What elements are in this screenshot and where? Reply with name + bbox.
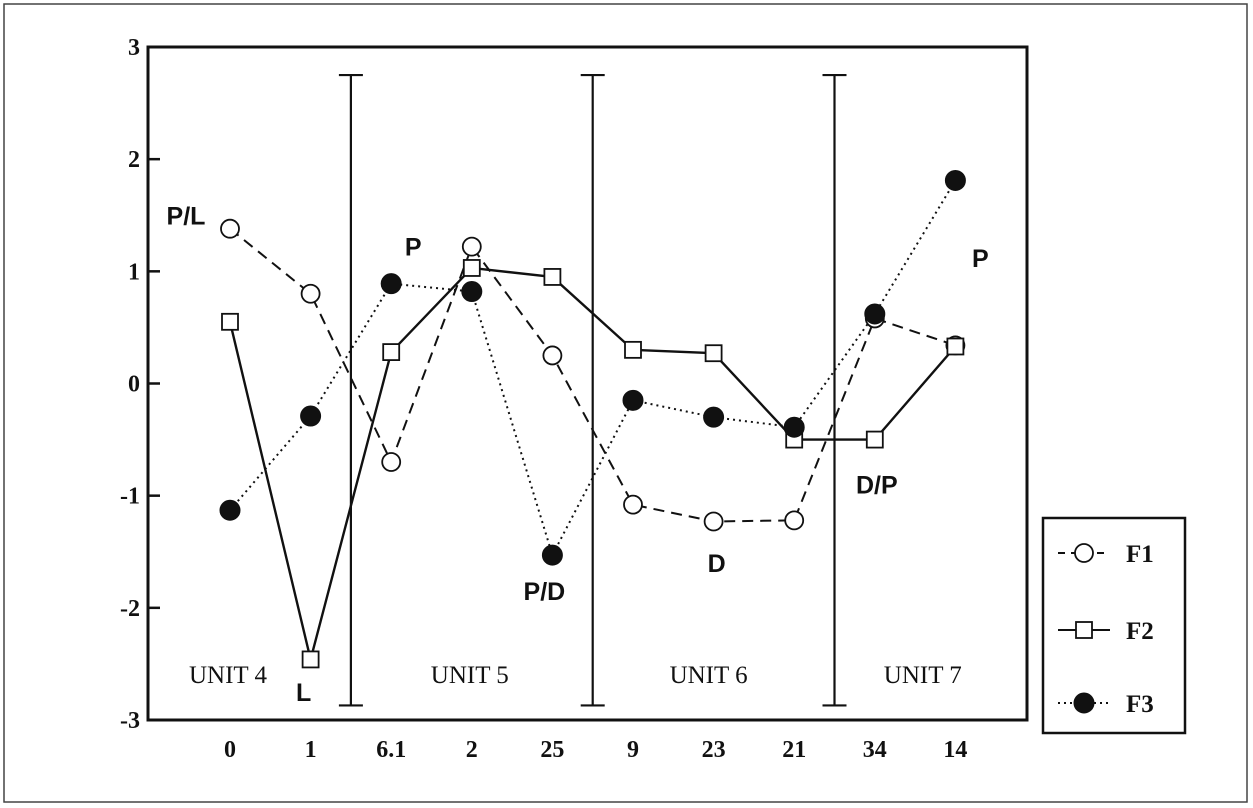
- y-tick-label: -3: [120, 708, 140, 734]
- annotation-label: P: [972, 245, 989, 273]
- x-tick-label: 6.1: [376, 737, 406, 763]
- x-tick-label: 9: [627, 737, 639, 763]
- point-f1: [381, 452, 402, 472]
- annotation-label: L: [296, 679, 311, 707]
- series-markers: [219, 169, 966, 669]
- point-f2: [543, 268, 562, 286]
- point-f2: [221, 312, 239, 331]
- point-f2: [704, 344, 723, 363]
- legend: F1 F2 F3: [1041, 516, 1187, 735]
- legend-marker-f2: [1075, 621, 1093, 639]
- x-axis: 0 1 6.1 2 25 9 23 21 34 14: [224, 737, 967, 763]
- point-f2: [946, 337, 965, 356]
- point-f3: [783, 416, 805, 438]
- point-f2: [301, 650, 320, 669]
- x-tick-label: 25: [540, 737, 564, 763]
- point-f3: [944, 169, 966, 191]
- legend-label: F3: [1126, 691, 1154, 718]
- point-f3: [541, 544, 563, 566]
- point-f3: [380, 273, 402, 295]
- unit-labels: UNIT 4 UNIT 5 UNIT 6 UNIT 7: [189, 662, 962, 689]
- y-tick-label: -2: [120, 596, 140, 622]
- point-f2: [865, 430, 884, 449]
- x-tick-label: 0: [224, 737, 236, 763]
- legend-marker-f1: [1074, 543, 1094, 563]
- annotation-label: P: [405, 234, 422, 262]
- y-tick-label: 2: [128, 147, 140, 173]
- unit-label: UNIT 4: [189, 662, 268, 689]
- y-tick-label: -1: [120, 484, 140, 510]
- point-f3: [622, 389, 644, 411]
- series-line-f1: [229, 227, 956, 523]
- point-f2: [624, 340, 642, 359]
- legend-label: F1: [1126, 541, 1154, 568]
- point-f2: [382, 343, 401, 361]
- point-f3: [703, 406, 725, 428]
- point-f1: [623, 494, 643, 515]
- point-f1: [461, 236, 482, 257]
- unit-dividers: [338, 73, 847, 707]
- annotation-label: D: [708, 550, 726, 578]
- y-tick-label: 3: [128, 35, 140, 61]
- point-f1: [542, 345, 563, 366]
- annotation-label: P/L: [167, 202, 206, 230]
- x-tick-label: 14: [943, 737, 967, 763]
- x-tick-label: 2: [466, 737, 478, 763]
- legend-marker-f3: [1073, 692, 1095, 714]
- unit-label: UNIT 5: [431, 662, 509, 689]
- point-f1: [703, 511, 724, 532]
- y-tick-label: 0: [128, 372, 140, 398]
- legend-box: [1041, 516, 1187, 735]
- outer-border: [3, 3, 1248, 803]
- point-f3: [219, 499, 241, 521]
- y-axis: 3 2 1 0 -1 -2 -3: [120, 35, 160, 734]
- unit-label: UNIT 7: [884, 662, 962, 689]
- legend-label: F2: [1126, 618, 1154, 645]
- y-tick-label: 1: [128, 259, 140, 285]
- annotation-label: P/D: [524, 578, 566, 606]
- x-tick-label: 34: [863, 737, 887, 763]
- unit-label: UNIT 6: [670, 662, 748, 689]
- x-tick-label: 21: [782, 737, 806, 763]
- plot-area: [146, 45, 1029, 722]
- series-lines: [228, 179, 957, 660]
- point-f2: [462, 259, 481, 277]
- series-line-f2: [228, 266, 957, 660]
- point-f1: [300, 283, 321, 304]
- point-f3: [300, 405, 322, 427]
- point-f1: [220, 218, 240, 239]
- point-annotations: P/L L P P/D D D/P P: [167, 202, 989, 707]
- annotation-label: D/P: [856, 471, 898, 499]
- point-f3: [864, 303, 886, 325]
- x-tick-label: 1: [305, 737, 317, 763]
- point-f3: [461, 281, 483, 303]
- x-tick-label: 23: [702, 737, 726, 763]
- point-f1: [784, 510, 805, 531]
